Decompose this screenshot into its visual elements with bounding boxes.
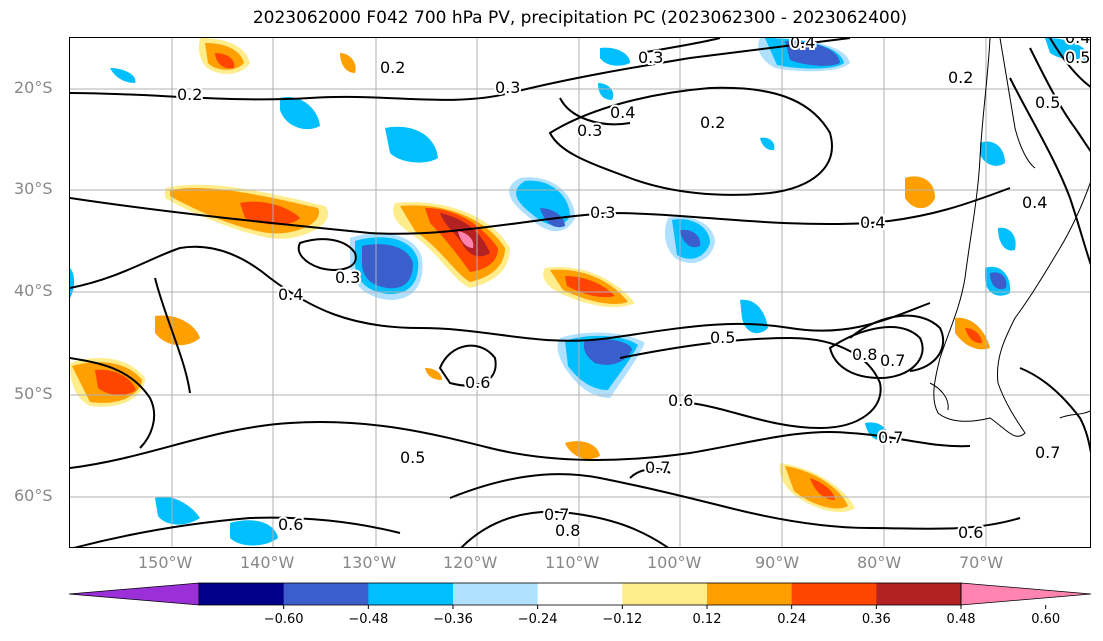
colorbar-tick-label: −0.36: [433, 612, 473, 627]
colorbar-tick-label: −0.48: [348, 612, 388, 627]
contour-label: 0.3: [577, 121, 602, 140]
contour-label: 0.4: [278, 285, 303, 304]
colorbar-segment: [707, 583, 793, 605]
contour-label: 0.3: [590, 203, 615, 222]
contour-label: 0.7: [544, 505, 569, 524]
precip-positive: [70, 38, 990, 513]
contour-label: 0.3: [495, 78, 520, 97]
map-title: 2023062000 F042 700 hPa PV, precipitatio…: [252, 8, 908, 28]
colorbar-tick-label: −0.60: [264, 612, 304, 627]
colorbar: −0.60 −0.48 −0.36 −0.24 −0.12 0.12 0.24 0.36 0.4…: [68, 582, 1092, 627]
contour-label: 0.4: [610, 103, 635, 122]
contour-label: 0.6: [668, 391, 693, 410]
lon-label: 110°W: [545, 553, 600, 572]
contour-label: 0.4: [790, 38, 815, 52]
lon-label: 150°W: [138, 553, 193, 572]
contour-label: 0.4: [860, 213, 885, 232]
colorbar-segment: [368, 583, 454, 605]
lat-label: 20°S: [14, 78, 53, 97]
contour-label: 0.8: [852, 345, 877, 364]
colorbar-tick-label: −0.24: [518, 612, 558, 627]
colorbar-extend-high: [960, 582, 1092, 606]
contour-label-group: 0.2 0.2 0.2 0.2 0.3 0.3 0.3 0.3 0.3 0.4 …: [175, 38, 1090, 544]
map-canvas: 0.2 0.2 0.2 0.2 0.3 0.3 0.3 0.3 0.3 0.4 …: [70, 38, 1090, 547]
contour-label: 0.8: [555, 521, 580, 540]
colorbar-segment: [876, 583, 962, 605]
lat-label: 40°S: [14, 281, 53, 300]
contour-label: 0.7: [1035, 443, 1060, 462]
colorbar-segment: [283, 583, 369, 605]
lon-label: 70°W: [959, 553, 1004, 572]
colorbar-segment: [453, 583, 539, 605]
colorbar-segment: [199, 583, 285, 605]
contour-label: 0.4: [1022, 193, 1047, 212]
colorbar-segment: [537, 583, 623, 605]
colorbar-segment: [622, 583, 708, 605]
colorbar-tick-label: 0.24: [777, 612, 806, 627]
contour-label: 0.7: [878, 428, 903, 447]
contour-label: 0.7: [645, 458, 670, 477]
contour-label: 0.2: [700, 113, 725, 132]
lon-label: 80°W: [857, 553, 902, 572]
lon-label: 130°W: [342, 553, 397, 572]
contour-label: 0.6: [278, 515, 303, 534]
colorbar-ticks: −0.60 −0.48 −0.36 −0.24 −0.12 0.12 0.24 0.36 0.4…: [264, 605, 1060, 627]
lon-label: 140°W: [240, 553, 295, 572]
colorbar-segment: [791, 583, 877, 605]
colorbar-tick-label: 0.60: [1031, 612, 1060, 627]
colorbar-outline: [198, 582, 962, 606]
colorbar-tick-label: −0.12: [602, 612, 642, 627]
contour-label: 0.5: [400, 448, 425, 467]
contour-label: 0.7: [880, 351, 905, 370]
pv-contours: [70, 38, 1090, 547]
map-panel: 0.2 0.2 0.2 0.2 0.3 0.3 0.3 0.3 0.3 0.4 …: [69, 37, 1091, 548]
gridlines: [70, 38, 1090, 547]
contour-label: 0.2: [380, 58, 405, 77]
contour-label: 0.5: [1035, 93, 1060, 112]
lon-label: 120°W: [443, 553, 498, 572]
colorbar-extend-low: [68, 582, 200, 606]
lon-label: 100°W: [647, 553, 702, 572]
colorbar-tick-label: 0.36: [862, 612, 891, 627]
lon-label: 90°W: [755, 553, 800, 572]
colorbar-tick-label: 0.12: [693, 612, 722, 627]
colorbar-tick-label: 0.48: [947, 612, 976, 627]
contour-label: 0.5: [1065, 48, 1090, 67]
lat-label: 50°S: [14, 384, 53, 403]
colorbar-segments: [68, 582, 1092, 606]
lat-label: 60°S: [14, 486, 53, 505]
contour-label: 0.3: [335, 268, 360, 287]
contour-label: 0.5: [710, 328, 735, 347]
contour-label: 0.6: [958, 523, 983, 542]
contour-label: 0.3: [638, 48, 663, 67]
contour-label: 0.2: [948, 68, 973, 87]
contour-label: 0.4: [1065, 38, 1090, 47]
contour-label: 0.6: [465, 373, 490, 392]
contour-label: 0.2: [177, 85, 202, 104]
lat-label: 30°S: [14, 179, 53, 198]
